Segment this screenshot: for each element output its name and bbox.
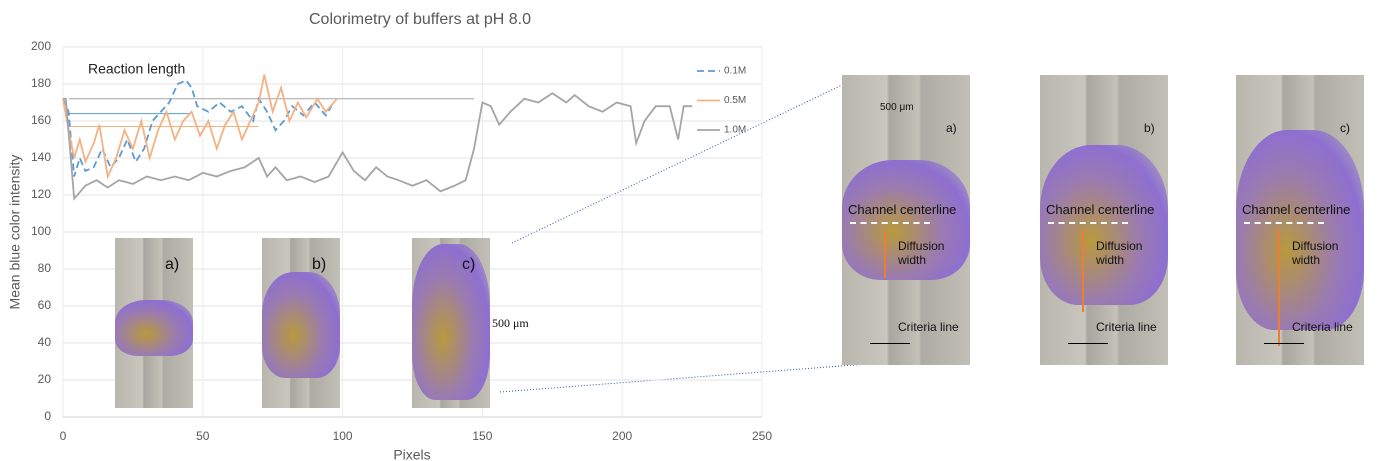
x-tick-label: 250 [752, 429, 772, 443]
y-tick-label: 120 [31, 187, 51, 201]
criteria-label: Criteria line [1096, 320, 1157, 334]
diffusion-label: Diffusion width [898, 239, 968, 267]
x-tick-label: 200 [612, 429, 632, 443]
centerline-label: Channel centerline [848, 202, 956, 217]
centerline [850, 222, 930, 224]
criteria-line [870, 343, 910, 344]
y-tick-label: 0 [44, 409, 51, 423]
legend-label: 0.1M [724, 66, 746, 77]
legend-label: 0.5M [724, 95, 746, 106]
inset-label: c) [462, 256, 475, 274]
inset-label: b) [312, 256, 326, 274]
inset-label: a) [165, 256, 179, 274]
criteria-line [1264, 343, 1304, 344]
stain [115, 300, 193, 356]
connector [512, 85, 842, 243]
y-tick-label: 200 [31, 39, 51, 53]
centerline-label: Channel centerline [1046, 202, 1154, 217]
y-tick-label: 40 [38, 335, 52, 349]
diffusion-bar [884, 230, 886, 278]
y-tick-label: 140 [31, 150, 51, 164]
legend-label: 1.0M [724, 125, 746, 136]
y-tick-label: 180 [31, 76, 51, 90]
y-tick-label: 20 [38, 372, 52, 386]
diffusion-bar [1278, 230, 1280, 346]
centerline [1048, 222, 1128, 224]
x-tick-label: 0 [60, 429, 67, 443]
panel-label: c) [1340, 121, 1350, 135]
centerline-label: Channel centerline [1242, 202, 1350, 217]
y-tick-label: 80 [38, 261, 52, 275]
centerline [1244, 222, 1324, 224]
y-tick-label: 100 [31, 224, 51, 238]
stain [1236, 130, 1364, 330]
y-tick-label: 60 [38, 298, 52, 312]
criteria-line [1068, 343, 1108, 344]
stain [412, 244, 490, 400]
panel-label: b) [1144, 121, 1155, 135]
scale-bar: 500 μm [492, 316, 529, 331]
diffusion-bar [1082, 230, 1084, 312]
annotation: Reaction length [88, 61, 185, 77]
series-line [63, 93, 692, 198]
x-tick-label: 100 [333, 429, 353, 443]
x-axis-label: Pixels [393, 447, 430, 461]
x-tick-label: 150 [472, 429, 492, 443]
y-axis-label: Mean blue color intensity [7, 155, 23, 310]
x-tick-label: 50 [196, 429, 210, 443]
chart-title: Colorimetry of buffers at pH 8.0 [309, 11, 531, 28]
stain [1040, 145, 1168, 305]
scale-bar: 500 μm [880, 102, 914, 113]
series-line [63, 75, 337, 177]
chart: Colorimetry of buffers at pH 8.0 Mean bl… [0, 0, 1380, 461]
panel-label: a) [946, 121, 957, 135]
connector [500, 362, 893, 392]
criteria-label: Criteria line [1292, 320, 1353, 334]
stain [262, 272, 340, 378]
diffusion-label: Diffusion width [1292, 239, 1362, 267]
y-tick-label: 160 [31, 113, 51, 127]
diffusion-label: Diffusion width [1096, 239, 1166, 267]
figure: Colorimetry of buffers at pH 8.0 Mean bl… [0, 0, 1380, 461]
criteria-label: Criteria line [898, 320, 959, 334]
